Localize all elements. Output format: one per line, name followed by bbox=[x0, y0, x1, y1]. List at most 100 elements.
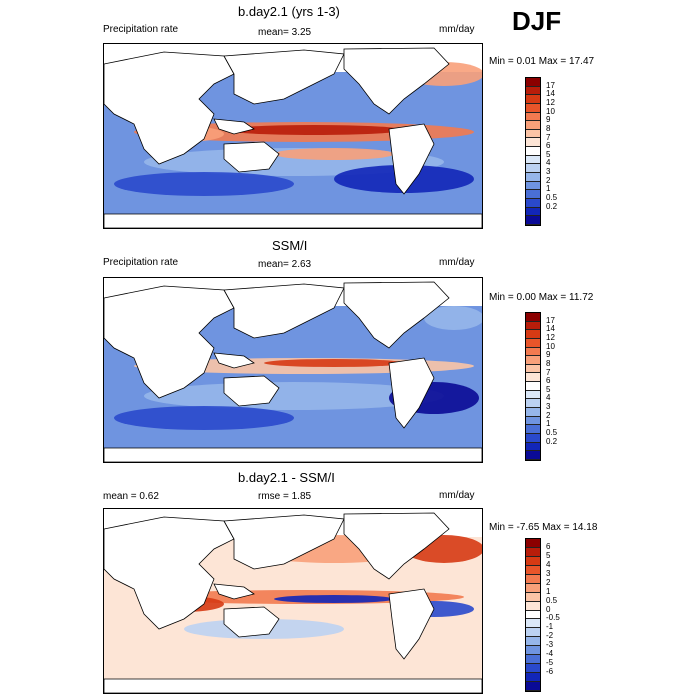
panel2-colorbar-swatch bbox=[526, 356, 540, 365]
panel2-title: SSM/I bbox=[272, 238, 308, 253]
panel2-colorbar-swatch bbox=[526, 399, 540, 409]
panel3-colorbar-tick-label: 5 bbox=[546, 550, 551, 560]
panel1-colorbar-swatch bbox=[526, 173, 540, 182]
panel2-colorbar-tick-label: 1 bbox=[546, 419, 551, 429]
panel3-colorbar-swatch bbox=[526, 565, 540, 575]
panel1-colorbar-tick-label: 6 bbox=[546, 141, 551, 151]
panel3-colorbar-swatch bbox=[526, 556, 540, 566]
field-region bbox=[114, 172, 294, 196]
panel2-colorbar-swatch bbox=[526, 451, 540, 460]
panel1-mean-label: mean= 3.25 bbox=[258, 27, 312, 38]
panel3-colorbar-swatch bbox=[526, 664, 540, 674]
panel2-colorbar-tick-label: 17 bbox=[546, 315, 555, 325]
panel3-colorbar-tick-label: 1 bbox=[546, 586, 551, 596]
panel2-colorbar-swatch bbox=[526, 433, 540, 443]
field-region bbox=[114, 406, 294, 430]
panel1-colorbar-swatch bbox=[526, 190, 540, 199]
panel3-rmse-label: rmse = 1.85 bbox=[258, 491, 312, 502]
panel3-colorbar-tick-label: 2 bbox=[546, 577, 551, 587]
continent-outlines bbox=[104, 281, 482, 462]
panel1-colorbar-swatch bbox=[526, 155, 540, 165]
continent-outlines bbox=[104, 47, 482, 228]
panel1-colorbar-swatch bbox=[526, 164, 540, 174]
panel2-colorbar-swatch bbox=[526, 313, 540, 322]
panel1-colorbar-tick-label: 12 bbox=[546, 97, 555, 107]
panel2-colorbar-tick-label: 0.5 bbox=[546, 428, 558, 438]
panel3-colorbar-swatch bbox=[526, 601, 540, 611]
panel1-colorbar-tick-label: 1 bbox=[546, 184, 551, 194]
panel2-map bbox=[103, 277, 483, 463]
panel1-colorbar-tick-label: 2 bbox=[546, 175, 551, 185]
panel1-colorbar-swatch bbox=[526, 86, 540, 96]
panel3-colorbar-swatch bbox=[526, 592, 540, 602]
panel3-colorbar-swatch bbox=[526, 646, 540, 656]
panel2-colorbar-tick-label: 6 bbox=[546, 376, 551, 386]
season-title: DJF bbox=[512, 6, 562, 36]
panel2-colorbar-tick-label: 7 bbox=[546, 367, 551, 377]
panel3-map bbox=[103, 508, 483, 694]
panel2-colorbar bbox=[525, 312, 541, 461]
panel1-colorbar-tick-label: 0.5 bbox=[546, 193, 558, 203]
panel1-minmax-label: Min = 0.01 Max = 17.47 bbox=[489, 56, 595, 67]
panel2-colorbar-tick-label: 8 bbox=[546, 358, 551, 368]
panel2-colorbar-swatch bbox=[526, 382, 540, 391]
panel3-colorbar-swatch bbox=[526, 547, 540, 557]
panel1-colorbar-swatch bbox=[526, 103, 540, 113]
panel1-colorbar-swatch bbox=[526, 78, 540, 87]
panel3-colorbar-swatch bbox=[526, 673, 540, 682]
panel3-colorbar-swatch bbox=[526, 637, 540, 647]
panel2-variable-label: Precipitation rate bbox=[103, 257, 179, 268]
panel2-colorbar-swatch bbox=[526, 408, 540, 417]
panel1-colorbar-tick-label: 10 bbox=[546, 106, 555, 116]
field-region bbox=[264, 359, 404, 367]
panel1-colorbar-tick-label: 4 bbox=[546, 158, 551, 168]
panel3-colorbar-tick-label: -1 bbox=[546, 622, 554, 632]
panel2-units-label: mm/day bbox=[439, 257, 475, 268]
panel3-colorbar-tick-label: -2 bbox=[546, 631, 554, 641]
panel3-colorbar-labels: 6 5 4 3 2 1 0.5 0 -0.5 -1 -2 -3 -4 -5 -6 bbox=[546, 538, 576, 690]
panel2-colorbar-tick-label: 4 bbox=[546, 393, 551, 403]
panel2-colorbar-swatch bbox=[526, 390, 540, 400]
field-region bbox=[274, 148, 394, 160]
panel3-colorbar-swatch bbox=[526, 610, 540, 620]
panel1-colorbar-tick-label: 8 bbox=[546, 123, 551, 133]
panel3-colorbar-swatch bbox=[526, 539, 540, 548]
panel2-colorbar-swatch bbox=[526, 373, 540, 383]
panel3-colorbar-tick-label: 0 bbox=[546, 604, 551, 614]
panel2-colorbar-tick-label: 3 bbox=[546, 402, 551, 412]
panel1-colorbar-swatch bbox=[526, 207, 540, 217]
panel2-minmax-label: Min = 0.00 Max = 11.72 bbox=[489, 292, 594, 303]
panel2-colorbar-tick-label: 2 bbox=[546, 410, 551, 420]
continent-outlines bbox=[104, 512, 482, 693]
panel1-colorbar-swatch bbox=[526, 147, 540, 156]
panel1-colorbar-swatch bbox=[526, 181, 540, 191]
panel2-colorbar-swatch bbox=[526, 416, 540, 426]
panel1-colorbar bbox=[525, 77, 541, 226]
panel1-colorbar-tick-label: 14 bbox=[546, 89, 555, 99]
panel1-colorbar-swatch bbox=[526, 216, 540, 225]
panel2-mean-label: mean= 2.63 bbox=[258, 259, 312, 270]
panel3-colorbar-tick-label: 3 bbox=[546, 568, 551, 578]
panel3-colorbar-swatch bbox=[526, 574, 540, 584]
panel2-colorbar-labels: 17 14 12 10 9 8 7 6 5 4 3 2 1 0.5 0.2 bbox=[546, 312, 576, 459]
panel1-colorbar-swatch bbox=[526, 138, 540, 148]
panel1-colorbar-tick-label: 7 bbox=[546, 132, 551, 142]
panel2-colorbar-swatch bbox=[526, 442, 540, 452]
panel3-colorbar-swatch bbox=[526, 583, 540, 593]
panel1-colorbar-swatch bbox=[526, 129, 540, 139]
panel3-colorbar bbox=[525, 538, 541, 692]
field-region bbox=[424, 306, 482, 330]
panel1-colorbar-tick-label: 17 bbox=[546, 80, 555, 90]
panel3-minmax-label: Min = -7.65 Max = 14.18 bbox=[489, 522, 598, 533]
panel1-colorbar-tick-label: 3 bbox=[546, 167, 551, 177]
panel3-colorbar-tick-label: -5 bbox=[546, 658, 554, 668]
panel3-colorbar-tick-label: -6 bbox=[546, 667, 554, 677]
panel2-colorbar-swatch bbox=[526, 425, 540, 434]
panel3-units-label: mm/day bbox=[439, 490, 475, 501]
panel1-colorbar-swatch bbox=[526, 198, 540, 208]
field-region bbox=[144, 382, 444, 410]
field-region bbox=[274, 595, 394, 603]
panel2-colorbar-swatch bbox=[526, 321, 540, 331]
panel2-colorbar-swatch bbox=[526, 330, 540, 339]
panel3-colorbar-tick-label: 6 bbox=[546, 541, 551, 551]
